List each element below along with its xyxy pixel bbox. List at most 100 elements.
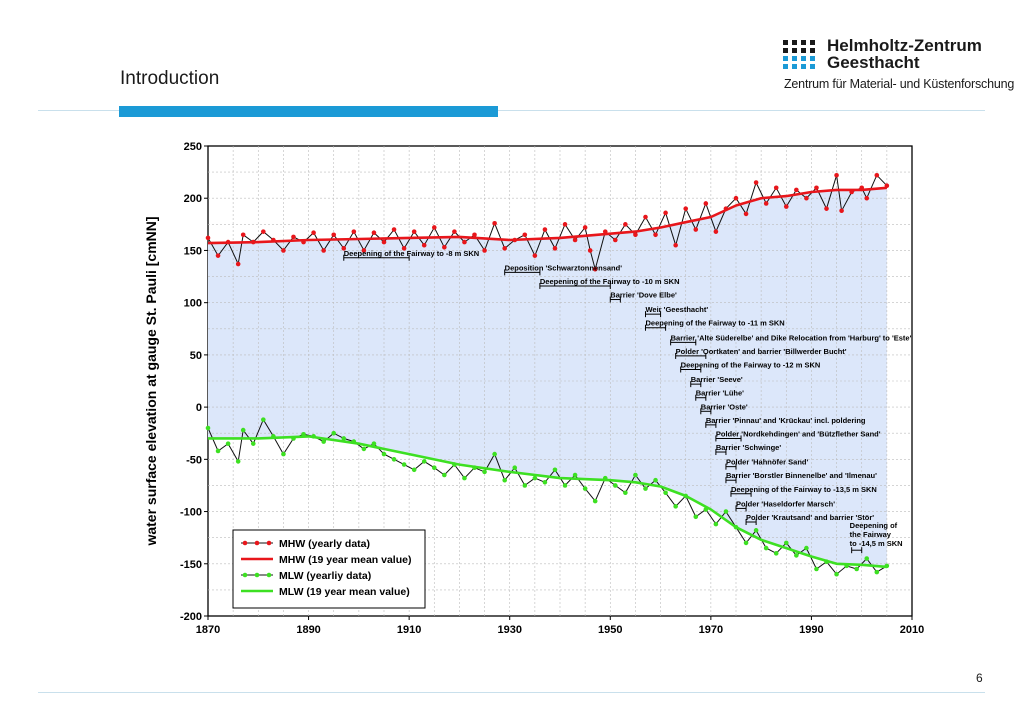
data-point <box>643 486 648 491</box>
data-point <box>753 528 759 533</box>
data-point <box>663 210 668 216</box>
event-label: Polder 'Oortkaten' and barrier 'Billwerd… <box>676 347 847 356</box>
y-tick-label: 50 <box>190 350 202 362</box>
event-annotation: Barrier 'Schwinge' <box>715 443 781 456</box>
data-point <box>401 246 407 251</box>
event-annotation: Deepening of the Fairway to -8 m SKN <box>343 249 479 261</box>
data-point <box>311 230 316 235</box>
data-point <box>225 441 231 446</box>
event-label: Deepening of the Fairway to -11 m SKN <box>645 319 784 328</box>
event-annotation: Deposition 'Schwarztonnensand' <box>504 263 623 276</box>
data-point <box>462 475 467 481</box>
logo-dot <box>810 64 815 69</box>
event-label: Barrier 'Dove Elbe' <box>610 291 677 300</box>
data-point <box>522 232 528 238</box>
data-point <box>794 187 799 193</box>
event-label: to -14,5 m SKN <box>850 539 903 548</box>
data-point <box>839 208 844 214</box>
data-point <box>623 222 628 227</box>
footer-rule <box>38 692 985 693</box>
data-point <box>381 239 387 245</box>
data-point <box>592 266 598 272</box>
legend-marker <box>254 540 260 546</box>
event-label: Deepening of the Fairway to -13,5 m SKN <box>731 485 877 494</box>
data-point <box>235 459 241 464</box>
data-point <box>321 439 326 444</box>
logo-dot <box>801 64 806 69</box>
data-point <box>240 427 246 433</box>
event-label: Deposition 'Schwarztonnensand' <box>505 263 623 272</box>
data-point <box>442 472 447 478</box>
data-point <box>411 229 417 234</box>
data-point <box>814 185 819 191</box>
event-label: Barrier 'Oste' <box>701 402 748 411</box>
event-annotation: Polder 'Nordkehdingen' and 'Bützflether … <box>715 429 881 442</box>
data-point <box>472 232 477 238</box>
logo-dot <box>792 48 797 53</box>
logo-dot <box>792 64 797 69</box>
data-point <box>693 514 699 520</box>
data-point <box>411 467 417 473</box>
x-tick-label: 1990 <box>799 624 823 636</box>
data-point <box>874 569 880 575</box>
data-point <box>582 486 588 491</box>
event-annotation: Polder 'Oortkaten' and barrier 'Billwerd… <box>675 347 847 359</box>
x-tick-label: 1950 <box>598 624 622 636</box>
legend-label: MHW (19 year mean value) <box>279 554 411 566</box>
event-annotation: Barrier 'Dove Elbe' <box>609 291 677 303</box>
event-label: Polder 'Haseldorfer Marsch' <box>736 499 835 508</box>
event-annotation: Deepening of the Fairway to -11 m SKN <box>644 319 785 331</box>
data-point <box>205 425 211 431</box>
y-tick-label: 100 <box>184 298 202 310</box>
legend-marker <box>254 572 260 578</box>
logo-dots-icon <box>783 40 815 69</box>
event-annotation: Barrier 'Oste' <box>700 402 748 415</box>
data-point <box>215 448 221 454</box>
x-tick-label: 1910 <box>397 624 421 636</box>
y-tick-label: -200 <box>180 611 202 623</box>
data-point <box>673 242 678 248</box>
data-point <box>703 201 709 206</box>
data-point <box>663 490 668 496</box>
header-rule <box>38 110 985 111</box>
data-point <box>215 253 221 258</box>
data-point <box>532 253 538 258</box>
data-point <box>361 248 367 253</box>
event-label: Polder 'Nordkehdingen' and 'Bützflether … <box>716 429 881 438</box>
x-tick-label: 1970 <box>699 624 723 636</box>
x-tick-label: 1870 <box>196 624 220 636</box>
logo-dot <box>810 48 815 53</box>
logo-subtitle: Zentrum für Material- und Küstenforschun… <box>784 77 1015 91</box>
data-point <box>552 246 558 251</box>
logo-dot <box>810 56 815 61</box>
data-point <box>492 220 497 226</box>
event-label: the Fairway <box>850 530 892 539</box>
data-point <box>693 227 699 232</box>
logo-dot <box>783 56 788 61</box>
data-point <box>391 227 397 232</box>
y-axis-label: water surface elevation at gauge St. Pau… <box>143 216 159 546</box>
event-label: Barrier 'Schwinge' <box>716 443 781 452</box>
data-point <box>452 229 457 234</box>
data-point <box>512 465 518 470</box>
data-point <box>572 237 578 243</box>
logo-name-line2: Geesthacht <box>827 53 920 72</box>
data-point <box>492 451 497 457</box>
x-tick-label: 2010 <box>900 624 924 636</box>
data-point <box>582 225 588 230</box>
data-point <box>773 551 779 556</box>
event-label: Barrier 'Seeve' <box>691 375 743 384</box>
data-point <box>824 206 829 211</box>
data-point <box>613 237 618 243</box>
event-label: Barrier 'Alte Süderelbe' and Dike Reloca… <box>671 333 912 342</box>
legend-label: MHW (yearly data) <box>279 538 370 550</box>
event-annotation: Barrier 'Lühe' <box>695 389 744 401</box>
series-mhw-19-year-mean-value <box>207 186 888 245</box>
logo-dot <box>783 48 788 53</box>
data-point <box>683 206 689 211</box>
chart-legend: MHW (yearly data) MHW (19 year mean value… <box>232 529 426 609</box>
data-point <box>864 195 870 201</box>
event-annotation: Deepening of the Fairway to -10 m SKN <box>539 277 679 289</box>
legend-marker <box>266 572 272 578</box>
event-annotation: Polder 'Hahnöfer Sand' <box>725 458 808 470</box>
